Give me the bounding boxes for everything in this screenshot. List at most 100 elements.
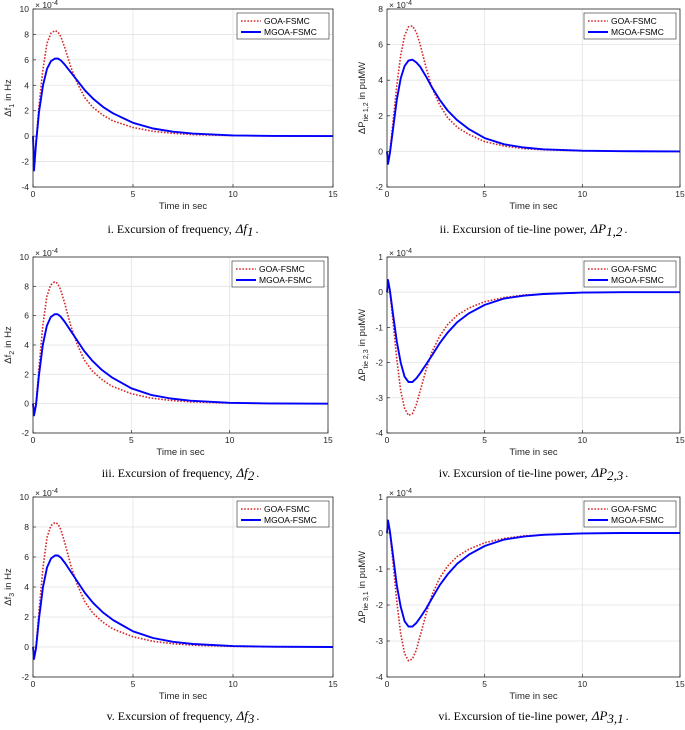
y-tick-label: -2 <box>21 428 29 438</box>
x-axis-label: Time in sec <box>159 201 207 212</box>
y-tick-label: 4 <box>24 340 29 350</box>
y-label-unit: in Hz <box>3 568 14 590</box>
caption-text: v. Excursion of frequency, <box>107 709 233 723</box>
caption-subscript: 1,2 <box>606 224 623 239</box>
x-tick-label: 15 <box>328 679 338 689</box>
y-label-main: ΔP <box>357 121 368 134</box>
y-exponent-label: × 10-4 <box>35 0 58 10</box>
y-label-unit: in puMW <box>357 62 368 100</box>
x-tick-label: 0 <box>385 679 390 689</box>
y-tick-label: -4 <box>375 672 383 682</box>
series-line-mgoa-fsmc <box>32 57 334 172</box>
axes-frame <box>386 496 681 678</box>
y-tick-label: 6 <box>24 552 29 562</box>
y-label-unit: in Hz <box>3 79 14 101</box>
legend-label-mgoa-fsmc: MGOA-FSMC <box>611 515 664 525</box>
caption-text: iii. Excursion of frequency, <box>102 466 233 480</box>
y-tick-label: 2 <box>24 612 29 622</box>
y-tick-label: 4 <box>378 75 383 85</box>
y-label-subscript: 3 <box>9 593 16 597</box>
caption-variable: ΔP <box>590 465 607 480</box>
x-tick-label: 10 <box>578 435 588 445</box>
y-tick-label: 8 <box>24 522 29 532</box>
exponent-base: × 10 <box>35 248 52 258</box>
caption-text: ii. Excursion of tie-line power, <box>440 222 587 236</box>
legend-box <box>236 500 330 528</box>
series-line-mgoa-fsmc <box>32 554 334 660</box>
series-line-mgoa-fsmc <box>32 313 329 417</box>
exponent-power: -4 <box>52 488 58 495</box>
x-tick-label: 15 <box>675 435 685 445</box>
y-label-unit: in puMW <box>357 551 368 589</box>
legend-label-goa-fsmc: GOA-FSMC <box>264 16 310 26</box>
x-tick-label: 10 <box>225 435 235 445</box>
y-tick-label: 10 <box>20 252 30 262</box>
y-label-subscript: tie 1,2 <box>363 102 370 121</box>
y-tick-label: 8 <box>378 4 383 14</box>
y-exponent-label: × 10-4 <box>389 248 412 258</box>
y-label-subscript: tie 2,3 <box>363 349 370 368</box>
x-tick-label: 10 <box>228 679 238 689</box>
legend-box <box>231 260 325 288</box>
y-label-main: Δf <box>3 107 14 116</box>
y-exponent-label: × 10-4 <box>35 248 58 258</box>
caption-suffix: . <box>256 709 259 723</box>
caption-subscript: 3 <box>247 711 255 726</box>
y-tick-label: 6 <box>378 40 383 50</box>
legend-label-mgoa-fsmc: MGOA-FSMC <box>611 27 664 37</box>
exponent-base: × 10 <box>389 248 406 258</box>
x-tick-label: 15 <box>328 189 338 199</box>
exponent-base: × 10 <box>35 0 52 10</box>
legend-label-mgoa-fsmc: MGOA-FSMC <box>264 27 317 37</box>
x-tick-label: 15 <box>675 189 685 199</box>
y-axis-label: ΔPtie 1,2 in puMW <box>357 62 370 134</box>
panel-caption: vi. Excursion of tie-line power, ΔP3,1. <box>438 708 628 726</box>
y-tick-label: 0 <box>378 528 383 538</box>
y-tick-label: 8 <box>24 281 29 291</box>
y-label-main: Δf <box>3 596 14 605</box>
x-tick-label: 0 <box>31 435 36 445</box>
caption-text: iv. Excursion of tie-line power, <box>439 466 588 480</box>
y-axis-label: Δf1 in Hz <box>3 79 16 117</box>
exponent-power: -4 <box>52 248 58 255</box>
caption-text: i. Excursion of frequency, <box>108 222 232 236</box>
y-tick-label: -1 <box>375 564 383 574</box>
x-tick-label: 15 <box>675 679 685 689</box>
exponent-base: × 10 <box>35 488 52 498</box>
y-tick-label: -2 <box>375 600 383 610</box>
caption-subscript: 1 <box>247 224 254 239</box>
caption-subscript: 2,3 <box>607 468 624 483</box>
x-tick-label: 0 <box>31 679 36 689</box>
y-label-main: Δf <box>3 354 14 363</box>
caption-subscript: 3,1 <box>606 711 623 726</box>
y-tick-label: -4 <box>375 428 383 438</box>
x-tick-label: 5 <box>482 189 487 199</box>
y-tick-label: 0 <box>24 131 29 141</box>
axes-frame <box>32 8 334 188</box>
caption-variable: Δf <box>236 708 251 723</box>
y-tick-label: 0 <box>378 146 383 156</box>
y-axis-label: ΔPtie 2,3 in puMW <box>357 309 370 381</box>
exponent-base: × 10 <box>389 488 406 498</box>
x-tick-label: 0 <box>31 189 36 199</box>
y-label-subscript: 1 <box>9 104 16 108</box>
y-label-subscript: 2 <box>9 351 16 355</box>
y-tick-label: -2 <box>21 157 29 167</box>
legend-box <box>583 260 677 288</box>
y-tick-label: -1 <box>375 322 383 332</box>
x-axis-label: Time in sec <box>159 691 207 702</box>
y-axis-label: Δf2 in Hz <box>3 326 16 364</box>
panel-caption: v. Excursion of frequency, Δf3. <box>107 708 260 726</box>
caption-variable: Δf <box>235 221 250 236</box>
y-tick-label: 1 <box>378 252 383 262</box>
series-line-mgoa-fsmc <box>386 58 681 165</box>
exponent-power: -4 <box>52 0 58 7</box>
panel-caption: iv. Excursion of tie-line power, ΔP2,3. <box>439 465 629 483</box>
